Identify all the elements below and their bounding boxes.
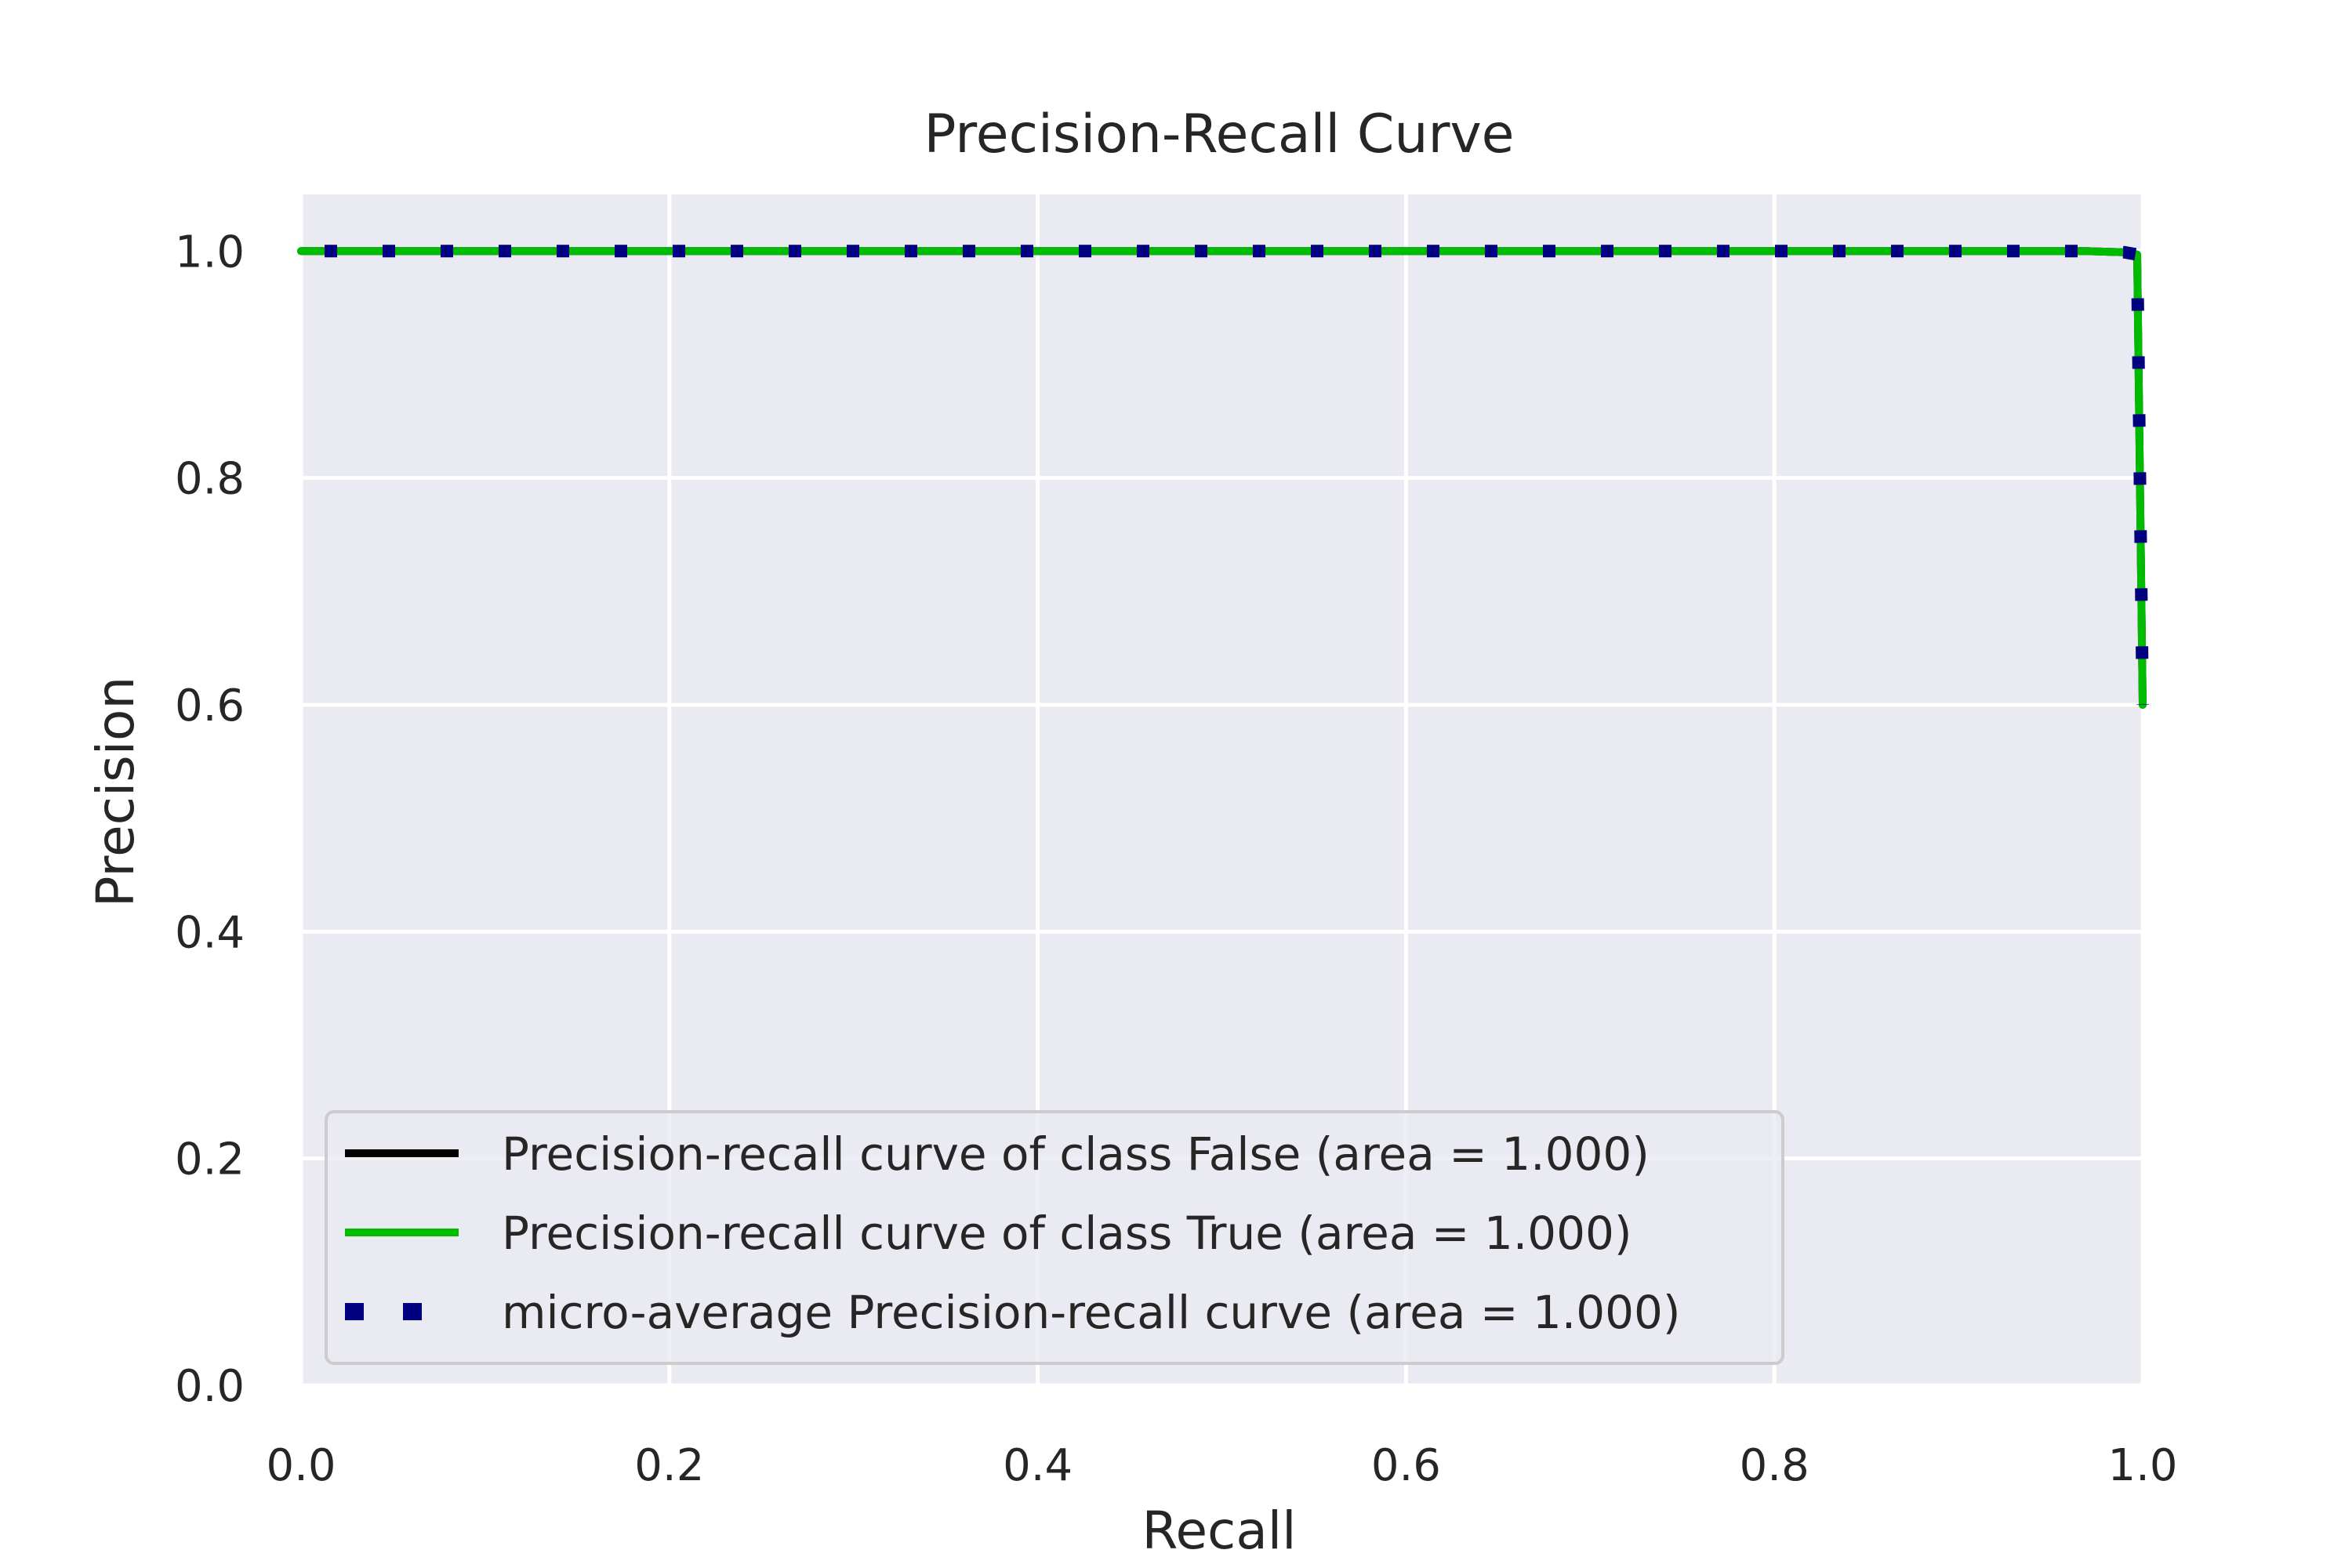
x-tick-label: 0.8 xyxy=(1740,1440,1809,1491)
x-tick-label: 0.4 xyxy=(1003,1440,1073,1491)
x-tick-label: 1.0 xyxy=(2107,1440,2177,1491)
y-tick-label: 1.0 xyxy=(175,227,245,278)
y-tick-label: 0.6 xyxy=(175,681,245,731)
legend-label-2: micro-average Precision-recall curve (ar… xyxy=(502,1286,1681,1339)
tick-labels: 0.0 0.2 0.4 0.6 0.8 1.0 0.0 0.2 0.4 0.6 0.8 1.0 xyxy=(175,227,2178,1491)
legend-label-0: Precision-recall curve of class False (a… xyxy=(502,1127,1650,1181)
x-tick-label: 0.6 xyxy=(1371,1440,1441,1491)
x-axis-label: Recall xyxy=(1142,1501,1297,1561)
legend-box xyxy=(325,1110,1784,1365)
series-layer xyxy=(297,245,2149,709)
y-tick-label: 0.8 xyxy=(175,454,245,505)
y-tick-label: 0.0 xyxy=(175,1361,245,1412)
x-tick-label: 0.2 xyxy=(634,1440,704,1491)
y-tick-label: 0.4 xyxy=(175,907,245,958)
series-line-2 xyxy=(301,245,2149,706)
y-axis-label: Precision xyxy=(85,677,146,908)
chart-title: Precision-Recall Curve xyxy=(924,103,1514,165)
legend-label-1: Precision-recall curve of class True (ar… xyxy=(502,1207,1632,1260)
legend: Precision-recall curve of class False (a… xyxy=(325,1110,1784,1365)
y-tick-label: 0.2 xyxy=(175,1134,245,1185)
x-tick-label: 0.0 xyxy=(266,1440,336,1491)
